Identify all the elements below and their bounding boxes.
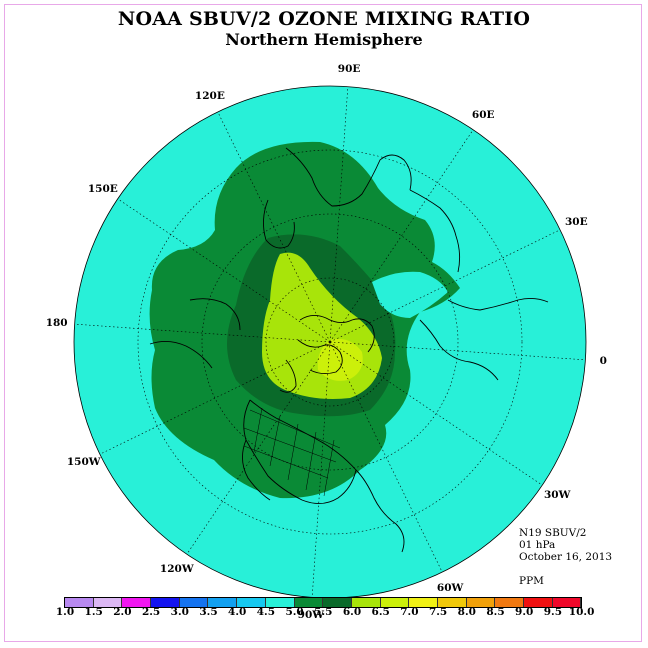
longitude-label: 0 xyxy=(599,355,607,368)
meridian-line xyxy=(186,341,331,555)
meridian-line xyxy=(74,323,331,343)
colorbar-tick-label: 2.0 xyxy=(113,606,132,618)
latitude-circles xyxy=(137,149,523,535)
colorbar-swatch xyxy=(265,598,295,607)
longitude-label: 30E xyxy=(564,215,588,228)
colorbar-tick-label: 9.0 xyxy=(515,606,534,618)
colorbar-tick-label: 2.5 xyxy=(141,606,161,618)
colorbar-tick-label: 5.0 xyxy=(285,606,304,618)
colorbar xyxy=(64,597,583,608)
colorbar-tick-label: 4.5 xyxy=(256,606,276,618)
colorbar-swatch xyxy=(93,598,123,607)
colorbar-tick-label: 3.5 xyxy=(199,606,218,618)
longitude-label: 60W xyxy=(436,582,464,595)
colorbar-swatch xyxy=(323,598,352,607)
map-title: NOAA SBUV/2 OZONE MIXING RATIO xyxy=(117,8,531,30)
colorbar-tick-label: 1.0 xyxy=(55,606,75,618)
colorbar-swatch xyxy=(552,598,582,607)
meridian-line xyxy=(329,341,443,573)
colorbar-tick-label: 1.5 xyxy=(84,606,103,618)
colorbar-tick-label: 7.0 xyxy=(400,606,419,618)
political-boundaries xyxy=(243,407,341,497)
colorbar-tick-label: 6.5 xyxy=(371,606,390,618)
colorbar-swatch xyxy=(351,598,381,607)
longitude-label: 90W xyxy=(297,609,325,622)
longitude-label: 30W xyxy=(543,489,571,502)
colorbar-swatch xyxy=(208,598,238,607)
meridian-line xyxy=(99,341,331,455)
colorbar-swatch xyxy=(466,598,496,607)
longitude-label: 90E xyxy=(337,62,361,75)
colorbar-swatch xyxy=(65,598,94,607)
longitude-label: 180 xyxy=(45,316,68,329)
colorbar-swatch xyxy=(495,598,524,607)
longitude-label: 120W xyxy=(159,563,194,576)
ozone-contour-6-5 xyxy=(317,338,363,381)
longitude-label: 60E xyxy=(471,108,495,121)
colorbar-tick-label: 6.0 xyxy=(342,606,362,618)
meridian-line xyxy=(311,341,331,598)
meridian-line xyxy=(117,198,331,343)
longitude-label: 150E xyxy=(87,182,118,195)
colorbar-tick-label: 10.0 xyxy=(568,606,595,618)
colorbar-swatch xyxy=(409,598,438,607)
figure-frame xyxy=(4,4,642,642)
colorbar-tick-label: 5.5 xyxy=(314,606,333,618)
date-label: October 16, 2013 xyxy=(519,551,613,563)
meridian-lines xyxy=(74,86,586,598)
colorbar-tick-label: 9.5 xyxy=(543,606,563,618)
colorbar-swatch xyxy=(237,598,266,607)
colorbar-swatch xyxy=(437,598,467,607)
meridian-line xyxy=(329,229,561,343)
colorbar-tick-label: 4.0 xyxy=(228,606,247,618)
colorbar-swatch xyxy=(151,598,180,607)
meridian-line xyxy=(217,111,331,343)
colorbar-swatch xyxy=(122,598,152,607)
colorbar-swatch xyxy=(380,598,410,607)
pressure-level: 01 hPa xyxy=(519,539,556,551)
units-label: PPM xyxy=(519,575,544,587)
meridian-line xyxy=(329,129,474,343)
coastlines xyxy=(149,147,549,553)
map-subtitle: Northern Hemisphere xyxy=(225,30,423,49)
colorbar-tick-label: 7.5 xyxy=(428,606,448,618)
longitude-label: 120E xyxy=(194,89,225,102)
colorbar-swatch xyxy=(294,598,324,607)
meridian-line xyxy=(329,341,543,486)
ocean-intrusion xyxy=(372,271,448,318)
colorbar-tick-label: 8.0 xyxy=(457,606,476,618)
meridian-line xyxy=(329,86,349,343)
colorbar-swatch xyxy=(179,598,209,607)
colorbar-swatch xyxy=(524,598,553,607)
colorbar-tick-label: 8.5 xyxy=(486,606,505,618)
longitude-label: 150W xyxy=(66,456,101,469)
colorbar-tick-label: 3.0 xyxy=(170,606,189,618)
meridian-line xyxy=(329,341,586,361)
satellite-label: N19 SBUV/2 xyxy=(519,527,587,539)
